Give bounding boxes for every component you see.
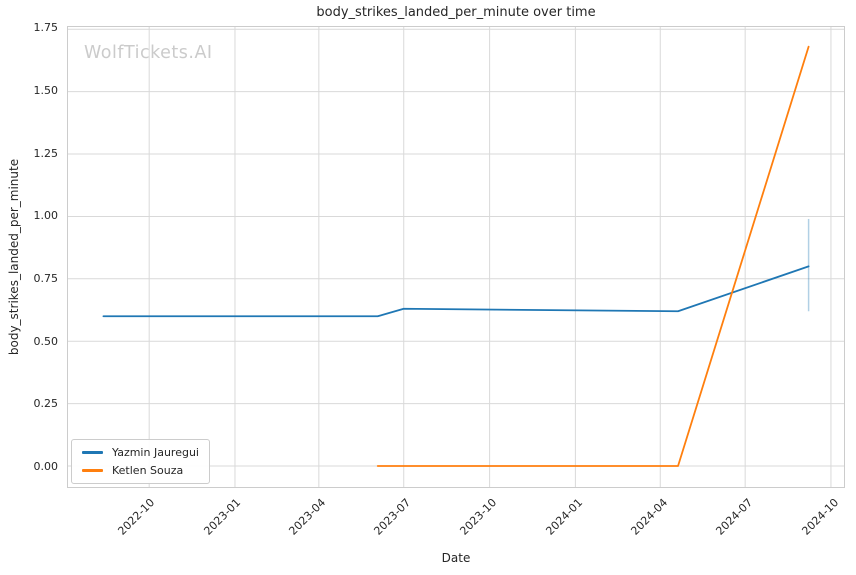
x-tick-label: 2023-01 bbox=[201, 496, 244, 538]
y-axis-label: body_strikes_landed_per_minute bbox=[7, 158, 21, 356]
legend-line-swatch bbox=[82, 469, 103, 472]
legend-label: Ketlen Souza bbox=[112, 464, 184, 477]
chart-title: body_strikes_landed_per_minute over time bbox=[316, 5, 596, 20]
x-tick-label: 2022-10 bbox=[115, 496, 158, 538]
y-tick-label: 0.50 bbox=[33, 334, 59, 348]
legend: Yazmin Jauregui Ketlen Souza bbox=[71, 439, 210, 484]
x-tick-label: 2024-04 bbox=[628, 496, 670, 538]
x-tick-label: 2024-10 bbox=[799, 496, 842, 538]
legend-item: Ketlen Souza bbox=[82, 464, 199, 477]
x-tick-label: 2024-07 bbox=[713, 496, 756, 538]
x-axis-label: Date bbox=[441, 551, 471, 565]
y-tick-label: 0.00 bbox=[33, 459, 59, 473]
legend-label: Yazmin Jauregui bbox=[112, 446, 199, 459]
plot-svg bbox=[68, 27, 844, 487]
legend-line-swatch bbox=[82, 451, 103, 454]
x-tick-label: 2023-07 bbox=[371, 496, 413, 538]
y-tick-label: 1.00 bbox=[33, 209, 59, 223]
watermark: WolfTickets.AI bbox=[84, 43, 213, 63]
legend-item: Yazmin Jauregui bbox=[82, 446, 199, 459]
y-tick-label: 1.75 bbox=[33, 21, 59, 35]
y-tick-label: 1.50 bbox=[33, 83, 59, 97]
y-tick-label: 0.25 bbox=[33, 397, 59, 411]
x-tick-label: 2023-04 bbox=[286, 496, 328, 538]
series-line bbox=[376, 45, 810, 467]
y-tick-label: 1.25 bbox=[33, 146, 59, 160]
y-tick-label: 0.75 bbox=[33, 271, 59, 285]
x-tick-label: 2023-10 bbox=[457, 496, 499, 538]
plot-area: WolfTickets.AI Yazmin Jauregui Ketlen Sou… bbox=[67, 26, 845, 488]
x-tick-label: 2024-01 bbox=[543, 496, 585, 538]
series-line bbox=[102, 265, 810, 318]
